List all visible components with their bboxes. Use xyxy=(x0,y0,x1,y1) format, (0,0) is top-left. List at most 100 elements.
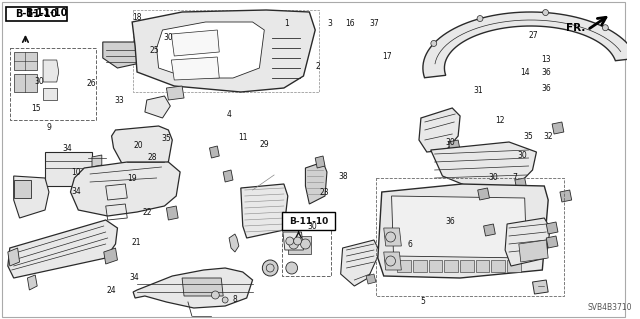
Text: 14: 14 xyxy=(520,68,530,77)
Circle shape xyxy=(286,237,294,245)
Polygon shape xyxy=(28,275,37,290)
Text: 38: 38 xyxy=(339,172,348,181)
Text: 29: 29 xyxy=(260,140,269,149)
Polygon shape xyxy=(423,12,637,78)
Polygon shape xyxy=(13,74,37,92)
Text: 35: 35 xyxy=(524,132,533,141)
Bar xyxy=(492,260,505,272)
Text: 3: 3 xyxy=(328,19,333,28)
Text: 8: 8 xyxy=(232,295,237,304)
Polygon shape xyxy=(505,218,550,266)
Polygon shape xyxy=(70,162,180,216)
Polygon shape xyxy=(103,42,148,68)
Text: 36: 36 xyxy=(445,217,454,226)
Text: 26: 26 xyxy=(86,79,95,88)
Text: 35: 35 xyxy=(161,134,171,143)
Text: B-11-10: B-11-10 xyxy=(289,217,328,226)
Polygon shape xyxy=(92,155,102,167)
Text: 22: 22 xyxy=(143,208,152,217)
Text: 24: 24 xyxy=(107,286,116,295)
Polygon shape xyxy=(104,248,118,264)
Polygon shape xyxy=(431,142,536,188)
Polygon shape xyxy=(223,170,233,182)
Text: 9: 9 xyxy=(47,123,51,132)
Bar xyxy=(507,260,521,272)
Bar xyxy=(45,152,92,186)
Polygon shape xyxy=(384,228,401,246)
Polygon shape xyxy=(241,184,288,238)
Polygon shape xyxy=(172,30,220,56)
Bar xyxy=(460,260,474,272)
Bar xyxy=(282,228,331,276)
Text: FR.: FR. xyxy=(566,23,586,33)
Circle shape xyxy=(222,297,228,303)
Text: 15: 15 xyxy=(31,104,40,113)
Text: 33: 33 xyxy=(114,96,124,105)
Bar xyxy=(413,260,427,272)
Text: 2: 2 xyxy=(316,62,321,71)
Polygon shape xyxy=(288,236,311,254)
Text: 31: 31 xyxy=(473,86,483,95)
Text: SVB4B3710: SVB4B3710 xyxy=(588,302,632,311)
Text: 34: 34 xyxy=(63,144,72,153)
Text: 30: 30 xyxy=(445,138,454,147)
Polygon shape xyxy=(340,240,380,286)
Text: 7: 7 xyxy=(513,173,517,182)
Polygon shape xyxy=(145,96,170,118)
Bar xyxy=(133,10,319,92)
Polygon shape xyxy=(552,122,564,134)
Text: 10: 10 xyxy=(72,168,81,177)
Polygon shape xyxy=(13,176,49,218)
Polygon shape xyxy=(111,126,172,172)
Text: 17: 17 xyxy=(382,52,392,61)
Polygon shape xyxy=(515,178,527,190)
Text: 12: 12 xyxy=(495,116,505,125)
Polygon shape xyxy=(166,206,178,220)
Polygon shape xyxy=(132,10,316,92)
Polygon shape xyxy=(172,57,220,80)
Polygon shape xyxy=(43,88,57,100)
Text: B-11-10: B-11-10 xyxy=(15,9,58,19)
Text: 28: 28 xyxy=(147,153,157,162)
Circle shape xyxy=(301,239,310,249)
Text: 30: 30 xyxy=(489,173,499,182)
Text: 16: 16 xyxy=(345,19,355,28)
Circle shape xyxy=(477,16,483,22)
Text: 6: 6 xyxy=(408,240,413,249)
Circle shape xyxy=(211,291,220,299)
Circle shape xyxy=(294,237,301,245)
Circle shape xyxy=(431,41,436,47)
Text: 11: 11 xyxy=(238,133,248,142)
Polygon shape xyxy=(419,108,460,152)
Circle shape xyxy=(286,262,298,274)
Text: 4: 4 xyxy=(226,110,231,119)
Polygon shape xyxy=(484,224,495,236)
Polygon shape xyxy=(531,198,542,210)
Circle shape xyxy=(289,239,299,249)
Bar xyxy=(6,7,67,21)
Bar xyxy=(10,48,96,120)
Polygon shape xyxy=(283,232,303,250)
Bar xyxy=(376,178,564,296)
Circle shape xyxy=(262,260,278,276)
Text: 30: 30 xyxy=(307,222,317,231)
Polygon shape xyxy=(316,156,325,168)
Bar xyxy=(444,260,458,272)
Text: 30: 30 xyxy=(517,151,527,160)
Polygon shape xyxy=(157,22,264,78)
Polygon shape xyxy=(384,252,401,270)
Polygon shape xyxy=(519,240,548,262)
Polygon shape xyxy=(8,220,118,278)
Text: 30: 30 xyxy=(163,33,173,42)
Polygon shape xyxy=(305,162,327,204)
Text: 25: 25 xyxy=(150,46,159,55)
Polygon shape xyxy=(8,248,20,266)
Polygon shape xyxy=(166,86,184,100)
Bar xyxy=(397,260,411,272)
Polygon shape xyxy=(378,184,548,278)
Text: 30: 30 xyxy=(35,77,44,86)
Text: 20: 20 xyxy=(133,141,143,150)
Polygon shape xyxy=(560,190,572,202)
Bar xyxy=(282,212,335,230)
Polygon shape xyxy=(13,52,37,70)
